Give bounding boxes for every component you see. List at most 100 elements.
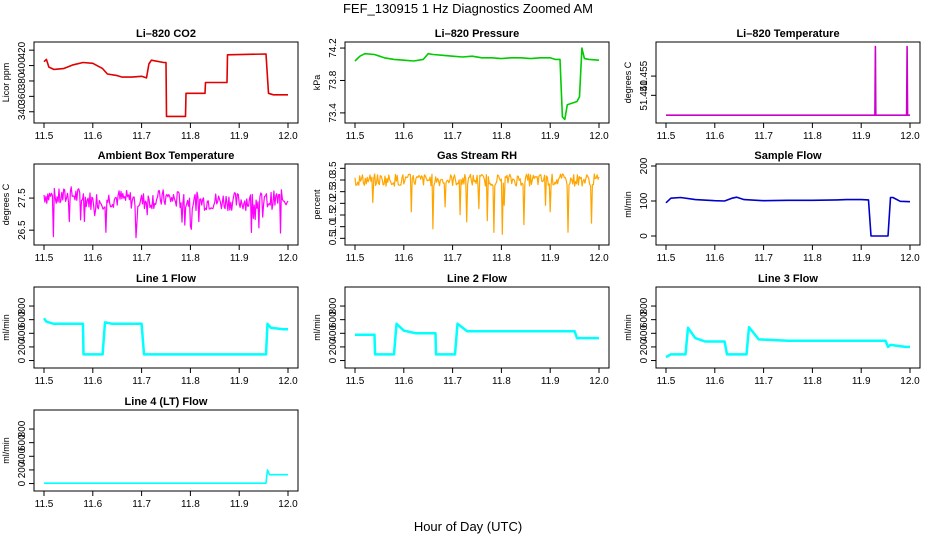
plot-frame <box>655 286 921 369</box>
series-line <box>43 186 289 239</box>
y-tick-label: 0 <box>17 480 28 486</box>
x-tick-label: 11.9 <box>541 131 560 142</box>
figure-x-axis-label: Hour of Day (UTC) <box>414 519 522 534</box>
y-tick-label: 3.5 <box>328 161 339 175</box>
y-tick-label: 400 <box>17 57 28 74</box>
series-line <box>355 322 599 356</box>
x-tick-label: 11.7 <box>443 376 462 387</box>
series-line <box>666 45 910 116</box>
y-tick-label: 74.2 <box>328 38 339 58</box>
y-axis-label: ml/min <box>623 191 633 218</box>
panel-6: Sample Flow ml/min 11.5 11.6 11.7 11.8 11.9 12.… <box>623 150 921 264</box>
y-tick-label: 0.5 <box>328 231 339 245</box>
x-tick-label: 11.8 <box>181 376 200 387</box>
y-tick-label: 3.0 <box>328 173 339 187</box>
x-tick-label: 11.8 <box>181 131 200 142</box>
x-tick-label: 11.9 <box>230 376 249 387</box>
x-tick-label: 11.7 <box>132 253 151 264</box>
x-tick-label: 11.7 <box>443 131 462 142</box>
x-tick-label: 12.0 <box>900 376 920 387</box>
panel-title: Line 1 Flow <box>136 273 196 285</box>
x-tick-label: 11.8 <box>492 376 511 387</box>
y-tick-label: 200 <box>328 338 339 355</box>
x-tick-label: 12.0 <box>589 253 609 264</box>
plot-frame <box>33 41 299 124</box>
y-tick-label: 200 <box>639 157 650 174</box>
panel-10: Line 4 (LT) Flow ml/min 11.5 11.6 11.7 11.8 11… <box>1 396 299 510</box>
panel-title: Line 4 (LT) Flow <box>125 396 208 408</box>
plot-frame <box>33 163 299 246</box>
panel-title: Sample Flow <box>754 150 822 162</box>
panel-5: Gas Stream RH percent 11.5 11.6 11.7 11.8 11.9… <box>312 150 610 264</box>
y-tick-label: 26.5 <box>17 220 28 240</box>
x-tick-label: 11.9 <box>852 376 871 387</box>
x-tick-label: 12.0 <box>278 376 298 387</box>
x-tick-label: 11.8 <box>181 499 200 510</box>
y-tick-label: 800 <box>17 420 28 437</box>
y-tick-label: 420 <box>17 41 28 58</box>
y-tick-label: 0 <box>328 357 339 363</box>
series-line <box>43 53 288 118</box>
x-tick-label: 11.6 <box>705 131 724 142</box>
x-tick-label: 11.5 <box>35 376 54 387</box>
x-tick-label: 11.7 <box>443 253 462 264</box>
x-tick-label: 11.9 <box>541 253 560 264</box>
x-tick-label: 11.5 <box>657 131 676 142</box>
panel-title: Li–820 Temperature <box>736 28 839 40</box>
x-tick-label: 12.0 <box>900 131 920 142</box>
y-axis-label: kPa <box>312 75 322 91</box>
y-tick-label: 100 <box>639 192 650 209</box>
series-line <box>44 469 288 484</box>
x-tick-label: 12.0 <box>589 376 609 387</box>
panel-title: Li–820 CO2 <box>136 28 196 40</box>
panel-9: Line 3 Flow ml/min 11.5 11.6 11.7 11.8 11.9 12.… <box>623 273 921 387</box>
y-tick-label: 0 <box>639 357 650 363</box>
x-tick-label: 11.5 <box>346 131 365 142</box>
x-tick-label: 12.0 <box>900 253 920 264</box>
x-tick-label: 11.7 <box>754 253 773 264</box>
series-line <box>665 196 911 237</box>
x-tick-label: 11.6 <box>394 131 413 142</box>
y-tick-label: 360 <box>17 88 28 105</box>
y-tick-label: 400 <box>17 448 28 465</box>
panel-2: Li–820 Pressure kPa 11.5 11.6 11.7 11.8 11.9 12… <box>312 28 610 142</box>
y-tick-label: 400 <box>639 325 650 342</box>
x-tick-label: 11.9 <box>230 499 249 510</box>
x-tick-label: 11.6 <box>394 253 413 264</box>
x-tick-label: 11.7 <box>132 131 151 142</box>
panel-1: Li–820 CO2 Licor ppm 11.5 11.6 11.7 11.8 11.9 1… <box>1 28 299 142</box>
x-tick-label: 11.5 <box>35 499 54 510</box>
x-tick-label: 11.8 <box>803 253 822 264</box>
plot-frame <box>344 163 610 246</box>
x-tick-label: 12.0 <box>278 131 298 142</box>
y-tick-label: 1.0 <box>328 219 339 233</box>
x-tick-label: 11.9 <box>852 253 871 264</box>
x-tick-label: 12.0 <box>278 253 298 264</box>
y-axis-label: percent <box>312 189 322 220</box>
plot-frame <box>344 41 610 124</box>
y-tick-label: 51.455 <box>639 60 650 91</box>
panel-grid: Li–820 CO2 Licor ppm 11.5 11.6 11.7 11.8 11.9 1… <box>1 28 921 510</box>
panel-title: Line 2 Flow <box>447 273 507 285</box>
x-tick-label: 11.9 <box>541 376 560 387</box>
y-tick-label: 1.5 <box>328 208 339 222</box>
y-tick-label: 73.4 <box>328 103 339 123</box>
y-axis-label: ml/min <box>1 314 11 341</box>
y-tick-label: 400 <box>17 325 28 342</box>
x-tick-label: 11.6 <box>705 376 724 387</box>
y-tick-label: 2.0 <box>328 196 339 210</box>
plot-frame <box>344 286 610 369</box>
x-tick-label: 11.8 <box>803 376 822 387</box>
x-tick-label: 11.9 <box>230 131 249 142</box>
y-axis-label: ml/min <box>312 314 322 341</box>
y-tick-label: 200 <box>639 338 650 355</box>
y-tick-label: 73.8 <box>328 70 339 90</box>
y-tick-label: 200 <box>17 461 28 478</box>
x-tick-label: 11.7 <box>132 376 151 387</box>
series-line <box>665 325 910 359</box>
x-tick-label: 11.5 <box>657 253 676 264</box>
y-tick-label: 0 <box>17 357 28 363</box>
y-tick-label: 600 <box>639 311 650 328</box>
y-tick-label: 200 <box>17 338 28 355</box>
